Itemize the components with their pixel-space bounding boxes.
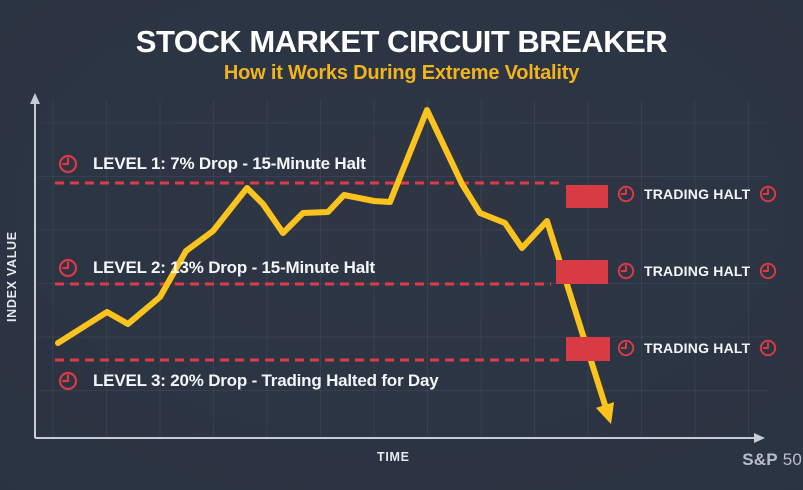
price-line [55,107,608,408]
sp500-watermark-bold: S&P [742,450,778,469]
level-2-label: LEVEL 2: 13% Drop - 15-Minute Halt [93,258,375,277]
clock-icon [617,339,635,357]
clock-icon [58,258,78,278]
halt-marker-1 [566,185,608,208]
level-1-row: LEVEL 1: 7% Drop - 15-Minute Halt [58,154,366,174]
price-line-arrowhead-icon [595,402,615,425]
clock-icon [58,371,78,391]
level-3-label: LEVEL 3: 20% Drop - Trading Halted for D… [93,371,439,390]
level-3-row: LEVEL 3: 20% Drop - Trading Halted for D… [58,371,439,391]
clock-icon [760,185,777,203]
trading-halt-row-1: TRADING HALT [617,185,777,203]
trading-halt-label: TRADING HALT [644,340,751,356]
sp500-watermark-rest: 50 [782,450,802,469]
page-title: STOCK MARKET CIRCUIT BREAKER [135,24,668,59]
halt-marker-3 [566,337,610,361]
y-axis-label: INDEX VALUE [5,231,19,322]
trading-halt-row-3: TRADING HALT [617,339,777,357]
trading-halt-label: TRADING HALT [644,263,751,279]
halt-marker-2 [556,260,608,284]
grid [38,100,768,437]
page-subtitle: How it Works During Extreme Voltality [223,62,580,84]
clock-icon [58,154,78,174]
trading-halt-row-2: TRADING HALT [617,262,777,280]
x-axis-arrow-icon [754,433,765,443]
trading-halt-label: TRADING HALT [644,186,751,202]
y-axis [30,93,40,438]
sp500-watermark: S&P 50 [742,450,802,470]
clock-icon [617,185,635,203]
level-1-label: LEVEL 1: 7% Drop - 15-Minute Halt [93,154,366,173]
x-axis [35,433,765,443]
x-axis-label: TIME [377,450,410,464]
y-axis-arrow-icon [30,93,40,104]
clock-icon [760,262,777,280]
clock-icon [760,339,777,357]
level-2-row: LEVEL 2: 13% Drop - 15-Minute Halt [58,258,375,278]
clock-icon [617,262,635,280]
